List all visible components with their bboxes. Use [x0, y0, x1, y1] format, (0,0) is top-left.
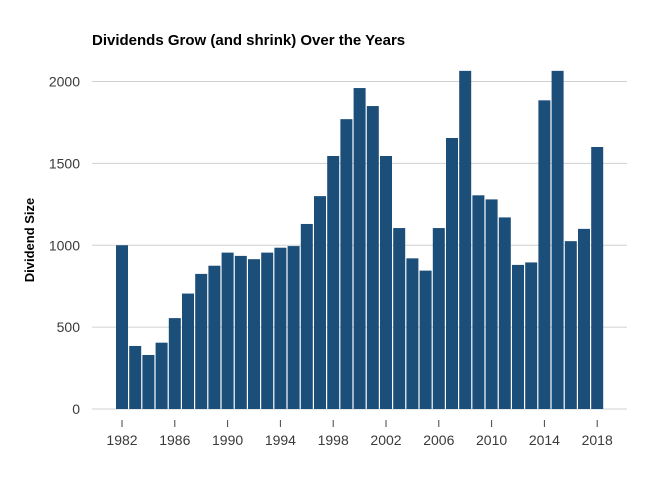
bars [116, 70, 604, 410]
bar-1993 [261, 252, 274, 409]
y-tick-label-1500: 1500 [49, 155, 80, 171]
bar-2015 [551, 70, 564, 409]
bar-2011 [498, 217, 511, 409]
x-tick-label-2002: 2002 [370, 432, 401, 448]
bar-2004 [406, 258, 419, 409]
bar-2005 [419, 270, 432, 409]
y-tick-label-1000: 1000 [49, 237, 80, 253]
bar-2018 [591, 147, 604, 409]
bar-1982 [116, 245, 128, 409]
bar-1996 [300, 223, 313, 409]
x-tick-label-1986: 1986 [159, 432, 190, 448]
bar-2007 [446, 137, 458, 409]
bar-1992 [248, 259, 260, 409]
bar-2000 [353, 88, 366, 410]
bar-1989 [208, 265, 221, 409]
x-tick-label-2014: 2014 [529, 432, 560, 448]
bar-2008 [459, 70, 472, 409]
bar-2010 [485, 199, 498, 409]
y-axis-ticks: 0 500 1000 1500 2000 [49, 74, 80, 418]
bar-1998 [327, 156, 340, 409]
bar-1991 [234, 255, 247, 409]
bar-1988 [195, 273, 208, 409]
x-tick-label-1998: 1998 [318, 432, 349, 448]
x-axis-ticks: 1982 1986 1990 1994 1998 2002 2006 2010 2014 2018 [106, 420, 613, 448]
bar-1986 [168, 318, 181, 409]
bar-2006 [432, 228, 445, 409]
bar-1983 [129, 345, 142, 409]
bar-1999 [340, 119, 353, 409]
y-tick-label-500: 500 [57, 319, 81, 335]
y-tick-label-0: 0 [72, 401, 80, 417]
bar-2009 [472, 195, 485, 409]
bar-2013 [525, 262, 538, 409]
x-tick-label-1982: 1982 [106, 432, 137, 448]
bar-1995 [287, 246, 300, 409]
bar-2014 [538, 100, 551, 410]
bar-2012 [512, 264, 524, 409]
bar-2001 [366, 106, 379, 409]
x-tick-label-1990: 1990 [212, 432, 243, 448]
bar-1984 [142, 354, 155, 409]
y-tick-label-2000: 2000 [49, 74, 80, 90]
x-tick-label-1994: 1994 [265, 432, 296, 448]
bar-2002 [380, 156, 392, 409]
bar-2017 [578, 228, 590, 409]
y-axis-label: Dividend Size [22, 198, 37, 283]
bar-2016 [564, 241, 577, 409]
bar-1990 [221, 252, 234, 409]
x-tick-label-2006: 2006 [423, 432, 454, 448]
bar-1987 [182, 293, 194, 409]
bar-2003 [393, 228, 406, 409]
chart-title: Dividends Grow (and shrink) Over the Yea… [92, 32, 405, 49]
x-tick-label-2018: 2018 [582, 432, 613, 448]
bar-1997 [314, 196, 326, 409]
x-tick-label-2010: 2010 [476, 432, 507, 448]
bar-1994 [274, 247, 287, 409]
bar-1985 [155, 342, 168, 409]
